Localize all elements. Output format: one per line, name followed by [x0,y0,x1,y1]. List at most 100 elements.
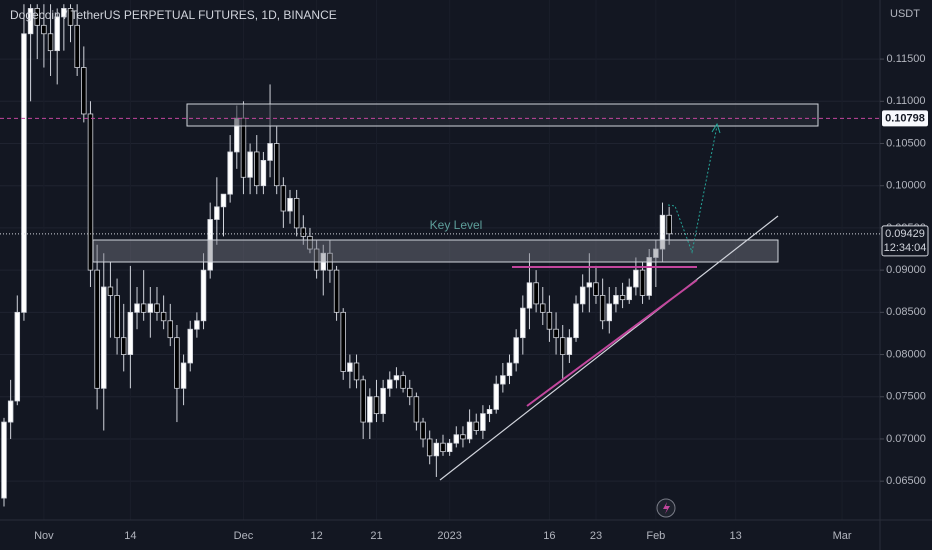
projection-arrow [711,122,721,134]
candle-body [7,400,14,423]
x-tick-label: 21 [370,530,382,542]
candle-body [606,303,613,322]
candle-body [313,248,320,271]
candle-body [200,269,207,322]
candle-body [440,442,446,453]
support-line [526,279,698,407]
candle-body [387,379,393,389]
candle-body [280,185,287,212]
candle-body [1,421,7,499]
x-tick-label: 14 [124,530,136,542]
candle-body [300,227,307,237]
candle-body [453,434,460,444]
y-tick-label: 0.08500 [886,306,926,318]
y-tick-label: 0.10000 [886,180,926,192]
candle-body [373,396,380,415]
x-tick-label: 13 [730,530,742,542]
candle-body [533,282,539,305]
candle-body [254,151,260,187]
candle-body [220,193,227,208]
y-tick-label: 0.08000 [886,348,926,360]
candle-body [599,295,606,322]
drawings: Key Level [92,103,819,481]
last-price-label: 0.09429 [885,228,925,240]
candle-body [433,442,440,457]
candle-body [646,257,652,296]
candle-body [267,143,273,161]
candle-body [227,151,233,195]
candle-body [47,33,54,52]
candle-body [573,303,579,339]
event-icon-glyph [663,502,670,514]
x-tick-label: Nov [34,530,54,542]
projection-path [667,125,718,254]
candle-body [460,434,466,440]
candle-body [140,303,147,313]
candle-body [407,387,413,398]
x-tick-label: 23 [590,530,602,542]
candle-body [127,311,134,355]
trend-line [439,215,779,481]
candle-body [273,143,280,187]
candle-body [87,113,94,271]
candle-body [426,438,433,457]
countdown: 12:34:04 [884,242,927,254]
candle-body [74,24,80,68]
key-level-zone [92,239,779,263]
candle-body [480,413,486,431]
candle-body [21,33,27,313]
candle-body [207,219,213,271]
candle-body [639,269,646,296]
candle-body [160,311,167,322]
x-tick-label: 16 [543,530,555,542]
candle-body [520,307,526,339]
candle-body [167,320,174,339]
candle-body [14,311,21,402]
candle-body [553,328,559,339]
candle-body [353,362,360,381]
candle-body [653,248,659,258]
x-tick-label: Feb [646,530,665,542]
candle-body [367,396,373,423]
candle-body [41,24,47,35]
candle-body [293,197,300,229]
candle-body [120,337,127,355]
candle-body [466,421,473,440]
candle-body [566,337,573,355]
candle-body [174,337,180,389]
candle-body [94,269,100,389]
candle-body [134,303,140,313]
candle-body [586,282,593,288]
price-marker-tag [882,110,928,127]
y-tick-label: 0.09000 [886,264,926,276]
candle-body [413,396,420,423]
candle-body [633,269,639,288]
y-tick-label: 0.07000 [886,433,926,445]
candle-body [473,421,479,431]
candle-body [67,8,74,26]
candle-body [307,235,313,250]
candle-body [81,67,87,115]
x-tick-label: Dec [234,530,254,542]
candle-body [500,375,506,385]
candle-body [61,8,67,18]
candle-body [540,303,546,313]
x-tick-label: Mar [833,530,852,542]
y-tick-label: 0.11000 [887,95,926,107]
price-marker-label: 0.10798 [885,112,925,124]
candle-body [54,16,60,52]
candle-body [340,311,346,372]
candle-body [333,269,340,313]
candle-body [400,375,406,389]
candle-body [27,8,34,35]
candle-body [506,362,513,377]
candle-body [114,295,120,339]
x-tick-label: 2023 [437,530,461,542]
candle-body [420,421,426,440]
candle-body [546,311,553,330]
candle-body [194,320,200,330]
y-tick-label: 0.10500 [886,137,926,149]
candle-body [380,387,386,415]
